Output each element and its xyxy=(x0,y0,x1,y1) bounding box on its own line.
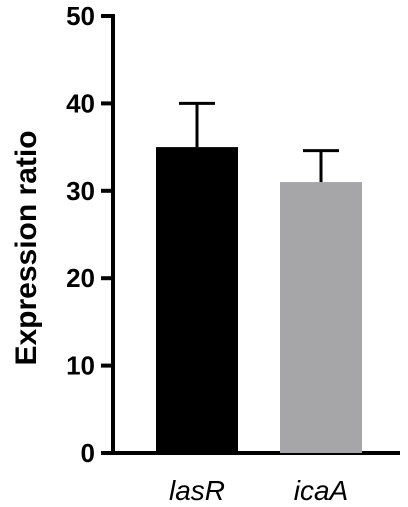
y-tick-label: 10 xyxy=(66,351,95,381)
y-tick-label: 50 xyxy=(66,1,95,31)
y-tick-label: 0 xyxy=(81,438,95,468)
x-tick-label-lasR: lasR xyxy=(169,475,225,506)
y-tick-label: 30 xyxy=(66,176,95,206)
bar-icaA xyxy=(280,182,362,453)
error-bars xyxy=(179,101,339,183)
bars xyxy=(156,147,362,453)
y-tick-label: 40 xyxy=(66,88,95,118)
bar-lasR xyxy=(156,147,238,453)
y-ticks: 0 10 20 30 40 50 xyxy=(66,1,113,468)
y-axis-title: Expression ratio xyxy=(10,130,43,365)
y-tick-label: 20 xyxy=(66,263,95,293)
x-tick-label-icaA: icaA xyxy=(294,475,348,506)
x-tick-labels: lasR icaA xyxy=(169,475,348,506)
